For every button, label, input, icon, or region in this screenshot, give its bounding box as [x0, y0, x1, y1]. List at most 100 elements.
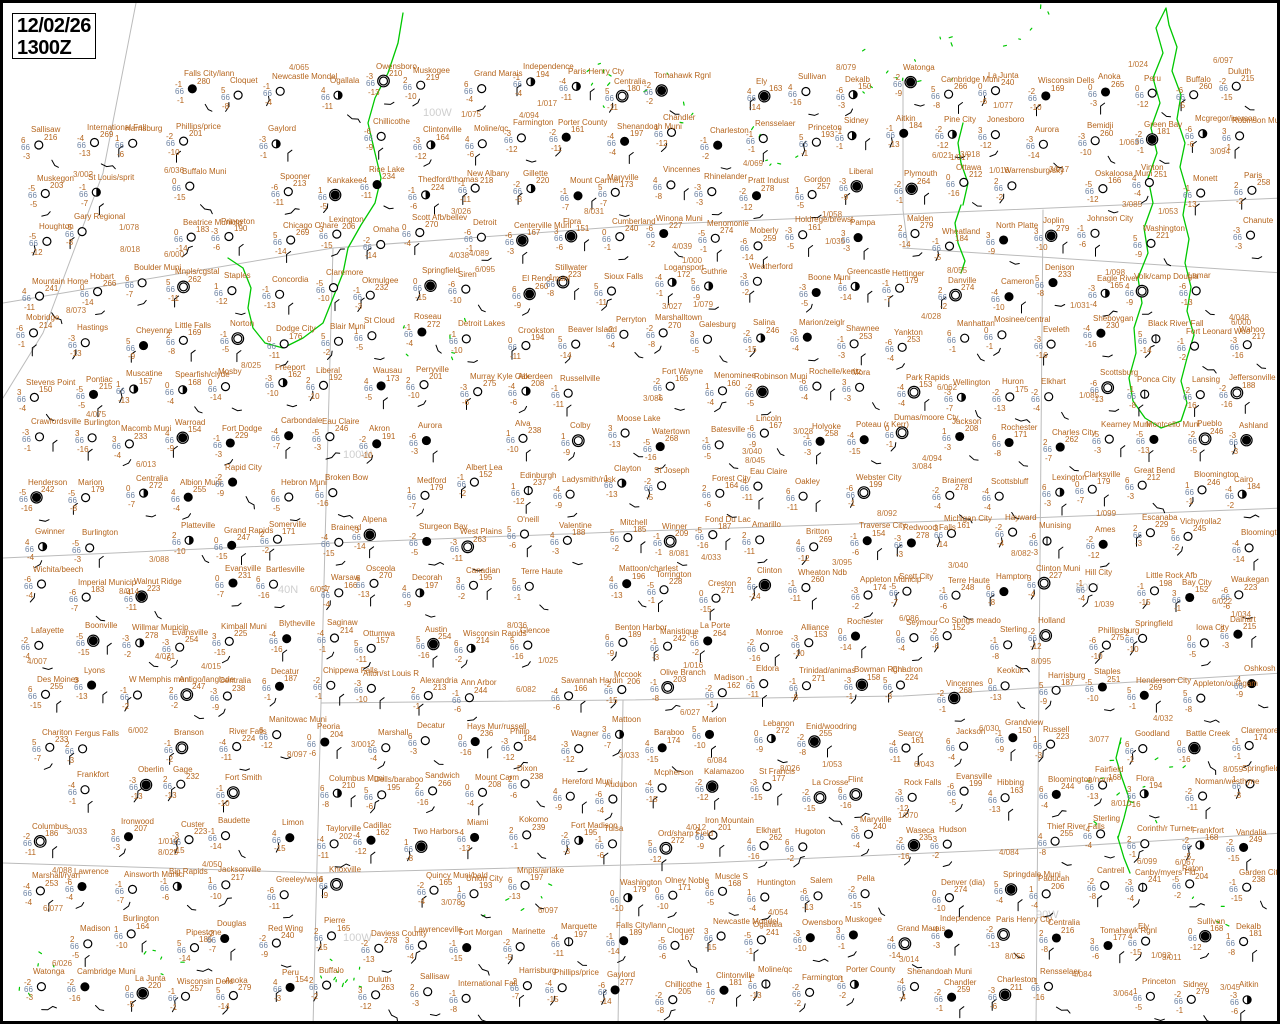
- svg-text:-8: -8: [1228, 948, 1236, 957]
- svg-text:-14: -14: [840, 293, 852, 302]
- svg-text:234: 234: [382, 172, 396, 181]
- svg-text:-1: -1: [949, 345, 957, 354]
- svg-text:263: 263: [381, 983, 395, 992]
- svg-text:66: 66: [319, 882, 328, 891]
- svg-text:-4: -4: [404, 239, 412, 248]
- svg-text:Aurora: Aurora: [418, 421, 443, 430]
- svg-text:66: 66: [22, 435, 31, 444]
- svg-text:269: 269: [296, 228, 310, 237]
- svg-text:216: 216: [44, 133, 58, 142]
- svg-text:Ames: Ames: [1095, 525, 1115, 534]
- svg-text:-6: -6: [510, 791, 518, 800]
- svg-text:-2: -2: [171, 701, 179, 710]
- svg-text:6/036: 6/036: [164, 166, 185, 175]
- svg-text:8/095: 8/095: [1031, 657, 1052, 666]
- svg-text:260: 260: [811, 575, 825, 584]
- svg-text:245: 245: [1193, 524, 1207, 533]
- svg-text:179: 179: [91, 485, 105, 494]
- svg-text:238: 238: [232, 684, 246, 693]
- svg-text:4/032: 4/032: [1153, 714, 1174, 723]
- svg-text:66: 66: [898, 231, 907, 240]
- svg-text:-1: -1: [1176, 1006, 1184, 1015]
- svg-text:223: 223: [194, 827, 208, 836]
- svg-text:-3: -3: [844, 394, 852, 403]
- svg-text:262: 262: [769, 833, 783, 842]
- svg-text:164: 164: [725, 481, 739, 490]
- svg-text:-1: -1: [511, 842, 519, 851]
- svg-text:Princeton: Princeton: [1142, 977, 1176, 986]
- svg-text:-16: -16: [1085, 340, 1097, 349]
- svg-text:66: 66: [988, 993, 997, 1002]
- svg-text:66: 66: [986, 932, 995, 941]
- svg-text:66: 66: [262, 684, 271, 693]
- svg-text:66: 66: [508, 883, 517, 892]
- svg-text:1/034: 1/034: [1231, 610, 1252, 619]
- svg-text:189: 189: [629, 928, 643, 937]
- svg-text:66: 66: [356, 581, 365, 590]
- svg-text:4/054: 4/054: [768, 908, 789, 917]
- svg-text:4/039: 4/039: [672, 242, 693, 251]
- svg-text:-2: -2: [262, 546, 270, 555]
- svg-text:-5: -5: [1190, 446, 1198, 455]
- svg-text:66: 66: [112, 442, 121, 451]
- svg-text:169: 169: [1051, 84, 1065, 93]
- svg-text:-1: -1: [319, 645, 327, 654]
- svg-text:253: 253: [859, 332, 873, 341]
- svg-text:8/025: 8/025: [158, 848, 179, 857]
- svg-text:Hayward: Hayward: [1005, 513, 1037, 522]
- svg-text:-4: -4: [114, 451, 122, 460]
- svg-text:-16: -16: [1179, 755, 1191, 764]
- svg-text:-10: -10: [612, 904, 624, 913]
- svg-text:-13: -13: [264, 301, 276, 310]
- svg-text:-4: -4: [597, 806, 605, 815]
- svg-text:66: 66: [1138, 337, 1147, 346]
- svg-text:-9: -9: [167, 444, 175, 453]
- svg-text:184: 184: [523, 734, 537, 743]
- svg-text:66: 66: [273, 238, 282, 247]
- svg-text:Burlington: Burlington: [84, 418, 120, 427]
- svg-text:Battle Creek: Battle Creek: [1186, 729, 1231, 738]
- svg-text:-14: -14: [365, 251, 377, 260]
- svg-text:-9: -9: [128, 352, 136, 361]
- svg-text:66: 66: [702, 443, 711, 452]
- svg-text:66: 66: [76, 639, 85, 648]
- svg-text:-6: -6: [704, 500, 712, 509]
- svg-text:-11: -11: [322, 102, 334, 111]
- svg-text:66: 66: [456, 583, 465, 592]
- svg-text:-12: -12: [503, 753, 515, 762]
- svg-text:202: 202: [339, 832, 353, 841]
- svg-text:66: 66: [655, 893, 664, 902]
- svg-text:-5: -5: [30, 200, 38, 209]
- svg-text:66: 66: [946, 744, 955, 753]
- svg-text:4/094: 4/094: [922, 454, 943, 463]
- svg-text:6/097: 6/097: [1213, 56, 1234, 65]
- svg-text:Phillips/price: Phillips/price: [554, 968, 599, 977]
- svg-text:-7: -7: [126, 290, 134, 299]
- svg-text:161: 161: [808, 223, 822, 232]
- svg-text:Carbondale: Carbondale: [281, 416, 323, 425]
- svg-text:269: 269: [100, 130, 114, 139]
- svg-text:Kearney Muni: Kearney Muni: [1101, 420, 1151, 429]
- svg-text:66: 66: [560, 194, 569, 203]
- svg-text:Wellington: Wellington: [953, 378, 990, 387]
- svg-text:-6: -6: [213, 243, 221, 252]
- svg-text:66: 66: [1027, 581, 1036, 590]
- svg-text:-2: -2: [166, 755, 174, 764]
- svg-text:-6: -6: [1079, 240, 1087, 249]
- svg-text:4/028: 4/028: [921, 312, 942, 321]
- svg-text:-11: -11: [561, 93, 573, 102]
- svg-text:-3: -3: [1090, 99, 1098, 108]
- svg-text:-16: -16: [645, 453, 657, 462]
- svg-text:253: 253: [907, 335, 921, 344]
- svg-text:1/039: 1/039: [1094, 600, 1115, 609]
- svg-text:66: 66: [838, 284, 847, 293]
- svg-text:66: 66: [457, 480, 466, 489]
- svg-text:66: 66: [653, 539, 662, 548]
- svg-text:-4: -4: [323, 600, 331, 609]
- svg-text:-1: -1: [746, 947, 754, 956]
- svg-text:-3: -3: [1235, 242, 1243, 251]
- svg-text:66: 66: [215, 480, 224, 489]
- svg-text:201: 201: [429, 372, 443, 381]
- svg-text:197: 197: [530, 873, 544, 882]
- svg-text:161: 161: [571, 125, 585, 134]
